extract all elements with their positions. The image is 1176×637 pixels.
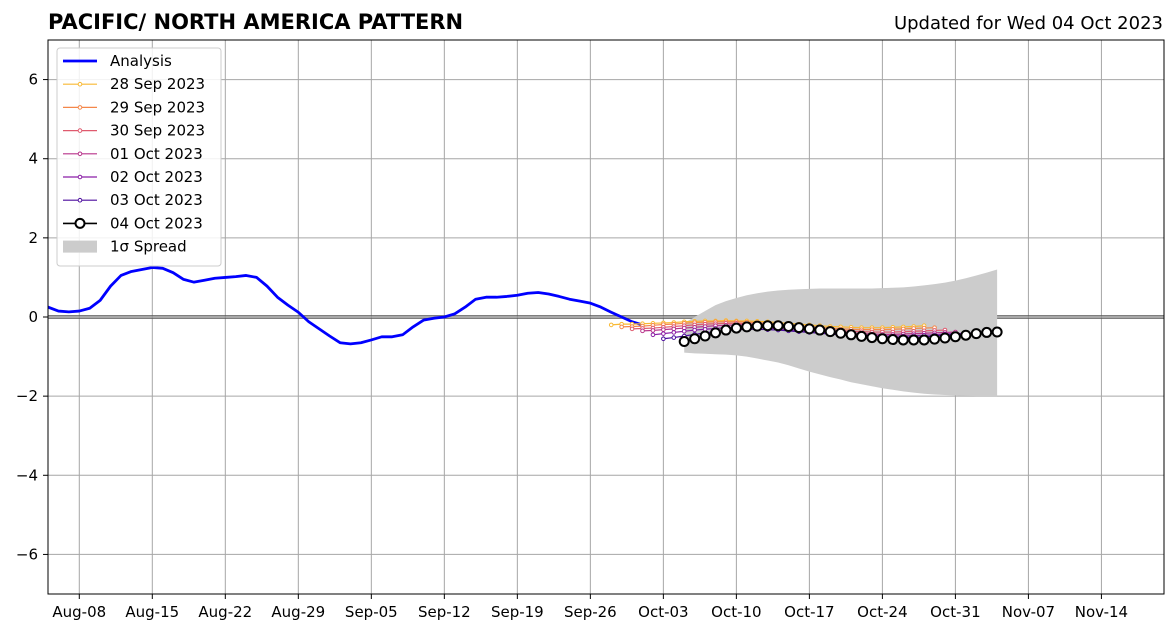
x-tick-label: Oct-24 [857,603,907,621]
forecast-point [730,322,742,334]
legend-forecast-marker [77,105,83,110]
legend-forecast-marker [77,81,83,87]
legend-forecast-marker [77,174,83,180]
chart-title: PACIFIC/ NORTH AMERICA PATTERN [48,10,463,34]
legend-box [56,47,222,267]
x-tick-label: Oct-31 [930,603,980,621]
x-tick-label: Nov-14 [1075,603,1128,621]
x-tick-label: Aug-29 [271,603,325,621]
forecast-point [661,327,666,332]
forecast-point [845,329,857,341]
legend-forecast-label: 28 Sep 2023 [110,75,205,93]
y-tick-label: 6 [28,71,38,89]
forecast-point [741,321,753,333]
x-tick-label: Sep-05 [345,603,398,621]
legend-forecast-label: 04 Oct 2023 [110,214,203,232]
y-tick-label: −2 [16,387,38,405]
forecast-point [824,326,836,338]
legend-spread-label: 1σ Spread [110,238,187,256]
x-tick-label: Aug-08 [52,603,106,621]
legend-forecast-marker [77,197,83,203]
forecast-point [876,333,888,345]
legend: Analysis 28 Sep 2023 29 Sep 2023 30 Sep 202… [56,47,222,267]
forecast-point [949,331,961,343]
forecast-point [939,332,951,344]
forecast-point [835,327,847,339]
plot-area [48,266,1003,397]
forecast-point [970,328,982,340]
x-tick-label: Oct-03 [638,603,688,621]
forecast-point [918,334,930,346]
forecast-point [751,320,763,332]
forecast-point [619,324,624,330]
forecast-point [991,326,1003,338]
forecast-point [897,334,909,346]
y-tick-label: 2 [28,229,38,247]
forecast-point [762,320,774,332]
legend-forecast-label: 03 Oct 2023 [110,191,203,209]
forecast-point [689,333,701,345]
legend-analysis-label: Analysis [110,52,172,70]
forecast-point [671,335,677,340]
forecast-point [981,326,993,338]
y-tick-label: 4 [28,150,38,168]
x-tick-label: Aug-22 [198,603,252,621]
legend-forecast-label: 29 Sep 2023 [110,98,205,116]
y-tick-label: 0 [28,308,38,326]
x-tick-label: Oct-10 [711,603,761,621]
forecast-point [929,333,941,345]
x-tick-label: Oct-17 [784,603,834,621]
x-tick-label: Sep-12 [418,603,471,621]
forecast-point [866,332,878,344]
forecast-point [681,328,687,334]
x-tick-label: Aug-15 [125,603,179,621]
analysis-line [48,266,643,346]
x-tick-label: Sep-19 [491,603,544,621]
forecast-point [671,326,677,332]
forecast-point [692,327,697,333]
forecast-point [814,324,826,336]
forecast-point [640,328,645,334]
legend-forecast-marker [77,128,83,133]
forecast-point [856,330,868,342]
forecast-point [650,328,656,333]
forecast-point [772,320,784,332]
legend-forecast-label: 02 Oct 2023 [110,168,203,186]
forecast-point [803,323,815,335]
forecast-point [661,331,666,336]
forecast-point [960,329,972,341]
forecast-point [629,326,635,332]
forecast-point [678,336,690,348]
x-tick-label: Sep-26 [564,603,617,621]
legend-forecast-label: 01 Oct 2023 [110,145,203,163]
forecast-point [710,327,722,339]
chart-subtitle: Updated for Wed 04 Oct 2023 [894,13,1163,34]
forecast-point [908,334,920,346]
forecast-point [699,330,711,342]
forecast-point [720,324,732,336]
forecast-point [887,334,899,346]
forecast-point [608,322,614,328]
y-tick-label: −4 [16,466,38,484]
y-tick-label: −6 [16,545,38,563]
x-tick-label: Nov-07 [1002,603,1055,621]
legend-spread-swatch [63,240,97,253]
forecast-point [793,322,805,334]
legend-forecast-marker [74,217,86,229]
legend-forecast-label: 30 Sep 2023 [110,122,205,140]
forecast-point [661,336,666,342]
forecast-point [783,320,795,332]
legend-forecast-marker [77,151,83,157]
forecast-point [650,332,656,338]
forecast-point [671,330,677,335]
